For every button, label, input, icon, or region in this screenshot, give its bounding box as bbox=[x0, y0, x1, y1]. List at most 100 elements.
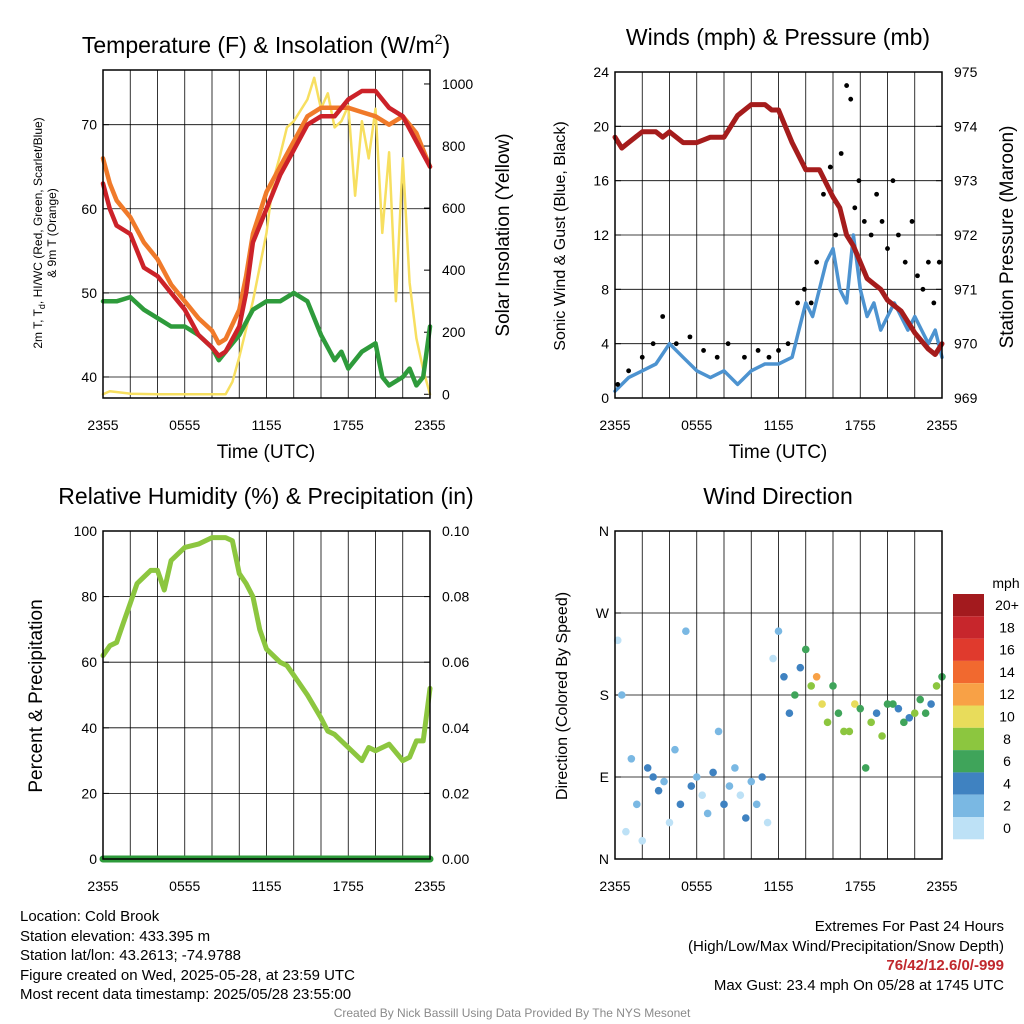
credit-line: Created By Nick Bassill Using Data Provi… bbox=[333, 1006, 691, 1020]
gust-point bbox=[936, 259, 942, 265]
latest-timestamp: Most recent data timestamp: 2025/05/28 2… bbox=[20, 986, 352, 1004]
gust-point bbox=[856, 178, 862, 184]
x-tick-label-1-3: 1755 bbox=[845, 417, 876, 433]
legend-swatch-9 bbox=[953, 794, 984, 817]
legend-swatch-7 bbox=[953, 750, 984, 773]
panel-border-0 bbox=[102, 69, 431, 399]
y-tick-label-1-right-4: 973 bbox=[954, 173, 978, 189]
gust-point bbox=[766, 354, 772, 360]
direction-point bbox=[921, 709, 930, 718]
x-tick-label-1-0: 2355 bbox=[599, 417, 630, 433]
y-tick-label-3-left-2: S bbox=[600, 687, 609, 703]
station-elevation: Station elevation: 433.395 m bbox=[20, 927, 211, 945]
panel-border-3 bbox=[614, 530, 943, 860]
direction-point bbox=[872, 709, 881, 718]
y-tick-label-0-right-5: 1000 bbox=[442, 76, 473, 92]
gust-point bbox=[639, 354, 645, 360]
temp-xlabel: Time (UTC) bbox=[217, 442, 316, 463]
y-tick-label-2-right-3: 0.06 bbox=[442, 654, 469, 670]
gust-point bbox=[821, 191, 826, 197]
chart-panels: 2355 0555 1155 1755 235540506070020040060080… bbox=[74, 64, 1019, 894]
x-tick-label-2-1: 0555 bbox=[169, 878, 200, 894]
y-tick-label-1-right-6: 975 bbox=[954, 64, 978, 80]
gust-point bbox=[885, 246, 890, 251]
temp-ylabel-left-line1: 2m T, Td, HI/WC (Red, Green, Scarlet/Blu… bbox=[31, 117, 47, 348]
direction-point bbox=[618, 691, 626, 699]
figure-created: Figure created on Wed, 2025-05-28, at 23… bbox=[20, 966, 355, 984]
extremes-values: 76/42/12.6/0/-999 bbox=[886, 957, 1004, 975]
direction-point bbox=[720, 800, 728, 809]
y-tick-label-2-right-4: 0.08 bbox=[442, 589, 469, 605]
humidity-title: Relative Humidity (%) & Precipitation (i… bbox=[58, 483, 473, 509]
legend-title: mph bbox=[992, 575, 1019, 591]
gust-point bbox=[808, 300, 814, 306]
direction-point bbox=[692, 773, 701, 781]
humidity-ylabel-left: Percent & Precipitation bbox=[26, 599, 47, 792]
gust-point bbox=[909, 219, 915, 224]
gust-point bbox=[795, 300, 800, 306]
direction-point bbox=[736, 791, 745, 800]
max-gust: Max Gust: 23.4 mph On 05/28 at 1745 UTC bbox=[713, 976, 1004, 994]
legend-label-0: 20+ bbox=[995, 597, 1019, 613]
station-location: Location: Cold Brook bbox=[20, 908, 160, 925]
x-tick-label-0-4: 2355 bbox=[414, 417, 445, 433]
direction-point bbox=[676, 800, 685, 809]
legend-label-10: 0 bbox=[1003, 820, 1011, 836]
legend-label-9: 2 bbox=[1003, 798, 1011, 814]
y-tick-label-2-left-4: 80 bbox=[81, 589, 97, 605]
legend-label-8: 4 bbox=[1003, 775, 1011, 791]
legend-label-6: 8 bbox=[1003, 731, 1011, 747]
direction-point bbox=[763, 818, 772, 827]
direction-point bbox=[742, 814, 750, 822]
y-tick-label-0-right-1: 200 bbox=[442, 324, 466, 340]
direction-point bbox=[654, 786, 663, 795]
extremes-info: Extremes For Past 24 Hours (High/Low/Max… bbox=[688, 917, 1004, 995]
x-tick-label-2-3: 1755 bbox=[333, 878, 364, 894]
y-tick-label-1-left-5: 20 bbox=[593, 118, 609, 134]
legend-swatch-4 bbox=[953, 683, 984, 706]
direction-title: Wind Direction bbox=[703, 483, 853, 509]
direction-point bbox=[731, 764, 739, 772]
direction-ylabel-left: Direction (Colored By Speed) bbox=[554, 592, 571, 800]
gust-point bbox=[660, 314, 666, 319]
direction-point bbox=[752, 800, 761, 809]
temp-ylabel-right: Solar Insolation (Yellow) bbox=[493, 133, 514, 336]
x-tick-label-1-2: 1155 bbox=[763, 417, 793, 433]
winds-title: Winds (mph) & Pressure (mb) bbox=[626, 24, 930, 50]
x-tick-label-3-2: 1155 bbox=[763, 878, 793, 894]
y-tick-label-0-left-1: 50 bbox=[81, 285, 97, 301]
winds-ylabel-right: Station Pressure (Maroon) bbox=[997, 126, 1018, 349]
y-tick-label-1-left-3: 12 bbox=[593, 227, 609, 243]
temp-series-line-2 bbox=[100, 88, 433, 359]
y-tick-label-2-right-2: 0.04 bbox=[442, 720, 469, 736]
direction-point bbox=[747, 777, 756, 786]
y-tick-label-1-right-0: 969 bbox=[954, 390, 978, 406]
gust-point bbox=[785, 341, 791, 347]
direction-point bbox=[709, 768, 717, 777]
direction-point bbox=[845, 727, 854, 736]
x-tick-label-1-4: 2355 bbox=[926, 417, 957, 433]
direction-point bbox=[840, 727, 848, 736]
gust-point bbox=[848, 96, 854, 102]
legend-label-1: 18 bbox=[999, 619, 1015, 635]
winds-xlabel: Time (UTC) bbox=[729, 442, 828, 463]
y-tick-label-3-left-0: N bbox=[599, 523, 609, 539]
station-info: Location: Cold Brook Station elevation: … bbox=[20, 907, 355, 1005]
legend-label-5: 10 bbox=[999, 709, 1015, 725]
direction-point bbox=[900, 718, 908, 727]
gust-point bbox=[844, 83, 850, 88]
direction-point bbox=[703, 809, 712, 818]
gust-point bbox=[814, 259, 820, 265]
direction-point bbox=[807, 682, 815, 690]
direction-point bbox=[622, 827, 630, 836]
x-tick-label-3-1: 0555 bbox=[681, 878, 712, 894]
gust-point bbox=[838, 151, 844, 156]
temp-series-line-0 bbox=[100, 290, 433, 388]
panel-border-2 bbox=[102, 530, 431, 860]
x-tick-label-2-2: 1155 bbox=[251, 878, 281, 894]
direction-point bbox=[905, 713, 914, 722]
gust-point bbox=[861, 219, 867, 224]
gust-point bbox=[650, 341, 656, 347]
gust-point bbox=[890, 178, 896, 184]
